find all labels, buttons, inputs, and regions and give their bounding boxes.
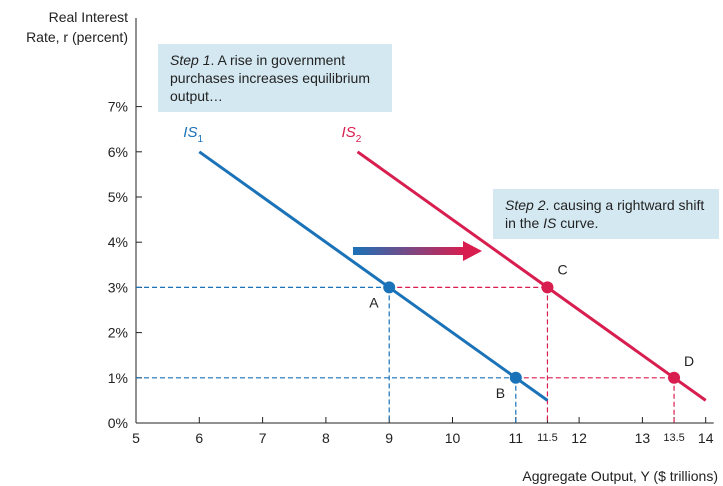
x-tick-label: 6 [195, 430, 203, 446]
is-curve-2-label: IS2 [342, 124, 362, 145]
step2-text-b: curve. [556, 215, 599, 231]
step2-prefix: Step 2 [505, 197, 546, 213]
y-tick-label: 6% [108, 144, 128, 160]
step1-text: . A rise in government purchases increas… [170, 52, 370, 104]
x-tick-label: 7 [259, 430, 267, 446]
x-tick-label: 14 [698, 430, 714, 446]
step2-callout: Step 2. causing a rightward shift in the… [493, 189, 719, 239]
x-tick-label: 11 [509, 430, 524, 446]
is-curve-1 [198, 150, 549, 402]
is-curve-2-subscript: 2 [356, 134, 362, 145]
point-label-d: D [684, 353, 694, 369]
is-curve-2 [356, 150, 707, 402]
x-tick-label: 13 [635, 430, 651, 446]
is-curve-1-label: IS1 [183, 124, 203, 145]
y-tick-label: 1% [108, 370, 128, 386]
point-a [383, 281, 396, 294]
curves [198, 150, 707, 402]
y-tick-label: 5% [108, 189, 128, 205]
is-curve-1-subscript: 1 [197, 134, 203, 145]
shift-arrow-head [463, 241, 482, 261]
x-tick-label: 5 [132, 430, 140, 446]
y-axis-title-line1: Real Interest [49, 9, 128, 25]
point-d [668, 371, 681, 384]
y-axis-title-line2: Rate, r (percent) [26, 29, 128, 45]
step2-is-term: IS [543, 215, 557, 231]
y-tick-label: 3% [108, 279, 128, 295]
point-label-c: C [557, 261, 567, 277]
y-tick-label: 2% [108, 325, 128, 341]
x-tick-label: 10 [445, 430, 461, 446]
y-tick-label: 7% [108, 99, 128, 115]
x-axis-title: Aggregate Output, Y ($ trillions) [522, 468, 718, 484]
y-tick-label: 4% [108, 234, 128, 250]
points [383, 281, 681, 384]
guide-lines [136, 286, 675, 423]
point-label-a: A [369, 294, 379, 310]
step1-prefix: Step 1 [170, 52, 211, 68]
step2-text-a: . causing a rightward shift in the [505, 197, 705, 231]
x-tick-label: 9 [385, 430, 393, 446]
x-tick-label-small: 11.5 [537, 432, 558, 444]
point-c [541, 281, 554, 294]
point-label-b: B [496, 385, 505, 401]
x-tick-label: 12 [571, 430, 587, 446]
shift-arrow-shaft [353, 247, 465, 255]
point-b [509, 371, 522, 384]
x-tick-label-small: 13.5 [663, 432, 684, 444]
y-tick-label: 0% [108, 415, 128, 431]
step1-callout: Step 1. A rise in government purchases i… [158, 44, 392, 112]
x-tick-label: 8 [322, 430, 330, 446]
